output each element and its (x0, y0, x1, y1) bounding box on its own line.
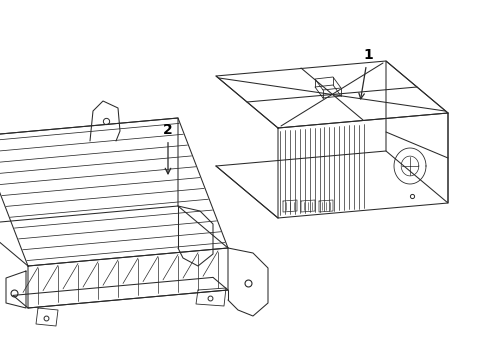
Text: 1: 1 (359, 48, 373, 99)
Text: 2: 2 (163, 123, 173, 174)
